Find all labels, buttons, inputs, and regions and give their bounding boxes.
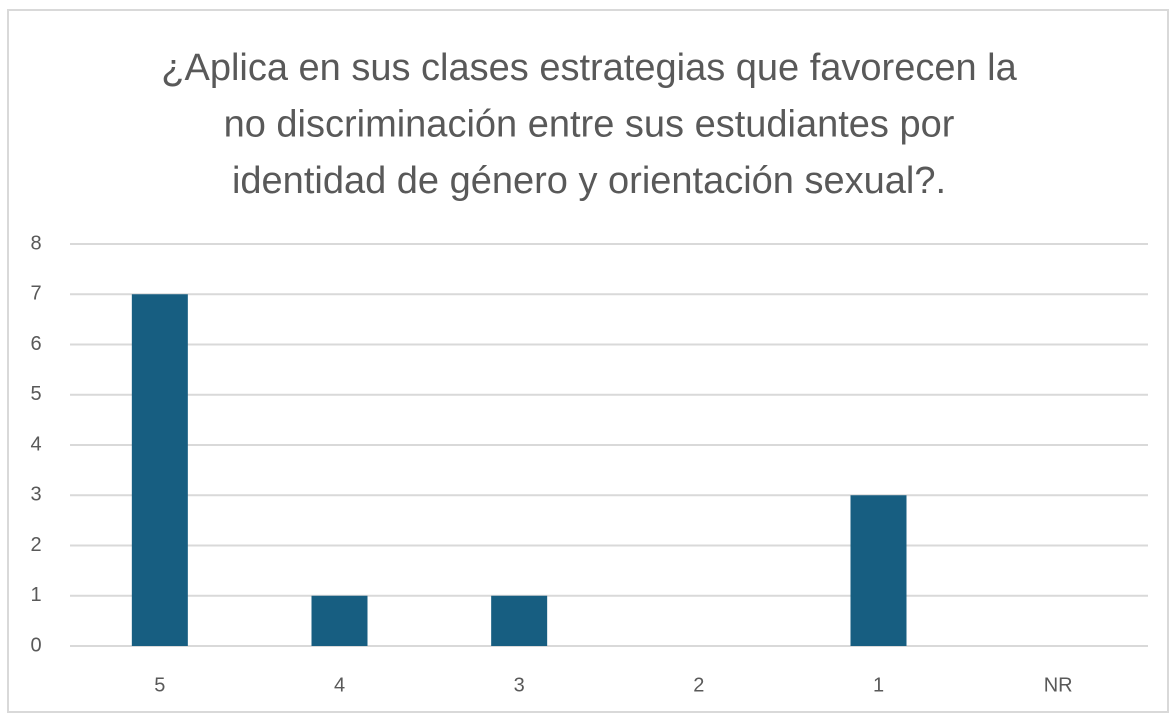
bar — [850, 495, 907, 646]
x-tick-label: 4 — [334, 674, 345, 696]
y-tick-label: 4 — [30, 433, 41, 455]
chart-title: identidad de género y orientación sexual… — [232, 160, 946, 202]
x-tick-label: 1 — [873, 674, 884, 696]
y-tick-label: 0 — [30, 634, 41, 656]
x-tick-label: 5 — [154, 674, 165, 696]
bar — [131, 294, 188, 646]
bar — [311, 595, 368, 646]
y-tick-label: 2 — [30, 534, 41, 556]
y-tick-label: 8 — [30, 232, 41, 254]
x-tick-label: NR — [1044, 674, 1073, 696]
x-tick-label: 3 — [514, 674, 525, 696]
chart-title: no discriminación entre sus estudiantes … — [224, 104, 955, 146]
chart-title: ¿Aplica en sus clases estrategias que fa… — [161, 47, 1017, 89]
y-tick-label: 1 — [30, 584, 41, 606]
x-tick-label: 2 — [693, 674, 704, 696]
y-tick-label: 3 — [30, 484, 41, 506]
y-tick-label: 6 — [30, 333, 41, 355]
y-tick-label: 5 — [30, 383, 41, 405]
y-tick-label: 7 — [30, 283, 41, 305]
bar — [491, 595, 548, 646]
